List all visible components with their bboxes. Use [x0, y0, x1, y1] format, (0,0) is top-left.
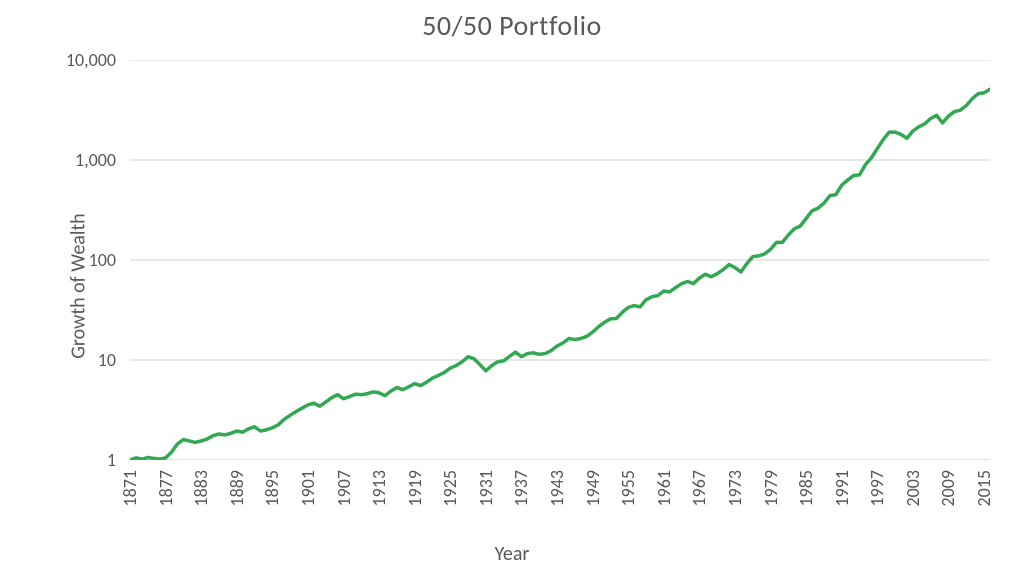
y-tick-label: 100 [0, 249, 116, 271]
x-tick-label: 1877 [155, 470, 177, 507]
x-tick-label: 1997 [866, 470, 888, 507]
x-tick-label: 1985 [795, 470, 817, 507]
x-tick-label: 1949 [582, 470, 604, 507]
y-axis-label: Growth of Wealth [67, 213, 91, 358]
x-tick-label: 1871 [119, 470, 141, 507]
x-tick-label: 1931 [475, 470, 497, 507]
wealth-chart: 50/50 Portfolio Growth of Wealth Year 11… [0, 0, 1024, 572]
plot-area [130, 60, 990, 460]
x-tick-label: 1919 [404, 470, 426, 507]
x-tick-label: 1925 [439, 470, 461, 507]
x-tick-label: 1967 [688, 470, 710, 507]
x-tick-label: 1901 [297, 470, 319, 507]
x-tick-label: 2015 [973, 470, 995, 507]
x-axis-label: Year [0, 542, 1024, 566]
x-tick-label: 1955 [617, 470, 639, 507]
x-tick-label: 1913 [368, 470, 390, 507]
x-tick-label: 1937 [510, 470, 532, 507]
y-tick-label: 10,000 [0, 49, 116, 71]
x-tick-label: 2003 [902, 470, 924, 507]
y-tick-label: 1 [0, 449, 116, 471]
x-tick-label: 2009 [937, 470, 959, 507]
x-tick-label: 1895 [261, 470, 283, 507]
x-tick-label: 1961 [653, 470, 675, 507]
x-tick-label: 1943 [546, 470, 568, 507]
x-tick-label: 1907 [333, 470, 355, 507]
y-tick-label: 10 [0, 349, 116, 371]
chart-title: 50/50 Portfolio [0, 8, 1024, 43]
x-tick-label: 1889 [226, 470, 248, 507]
y-tick-label: 1,000 [0, 149, 116, 171]
x-tick-label: 1991 [831, 470, 853, 507]
x-tick-label: 1979 [760, 470, 782, 507]
x-tick-label: 1973 [724, 470, 746, 507]
x-tick-label: 1883 [190, 470, 212, 507]
